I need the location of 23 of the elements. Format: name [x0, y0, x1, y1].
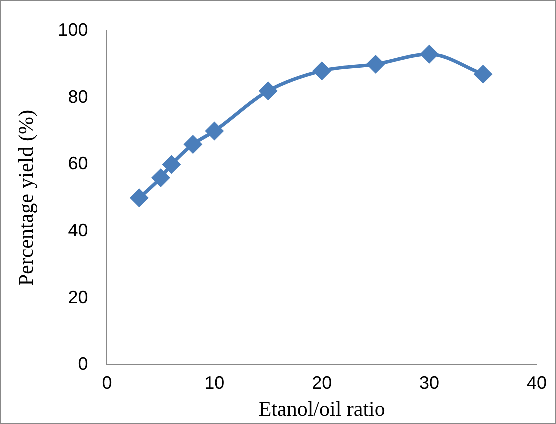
y-tick-label: 80: [68, 86, 88, 107]
x-tick-label: 30: [420, 372, 440, 393]
y-tick-label: 20: [68, 287, 88, 308]
point: [420, 46, 438, 64]
point: [367, 56, 385, 74]
point: [184, 136, 202, 154]
point: [260, 82, 278, 100]
x-tick-label: 0: [102, 372, 112, 393]
y-tick-label: 100: [58, 20, 88, 40]
point: [206, 122, 224, 140]
point: [152, 169, 170, 187]
y-tick-label: 40: [68, 220, 88, 240]
y-tick-label: 0: [78, 354, 88, 374]
x-axis-title: Etanol/oil ratio: [258, 396, 386, 421]
x-tick-label: 40: [526, 372, 548, 393]
point: [474, 66, 492, 84]
point: [130, 189, 148, 207]
point: [162, 156, 180, 174]
y-axis-title: Percentage yield (%): [14, 110, 38, 286]
x-tick-label: 10: [204, 372, 225, 393]
x-tick-label: 20: [312, 372, 332, 393]
y-tick-label: 60: [68, 154, 88, 174]
point: [313, 62, 331, 80]
